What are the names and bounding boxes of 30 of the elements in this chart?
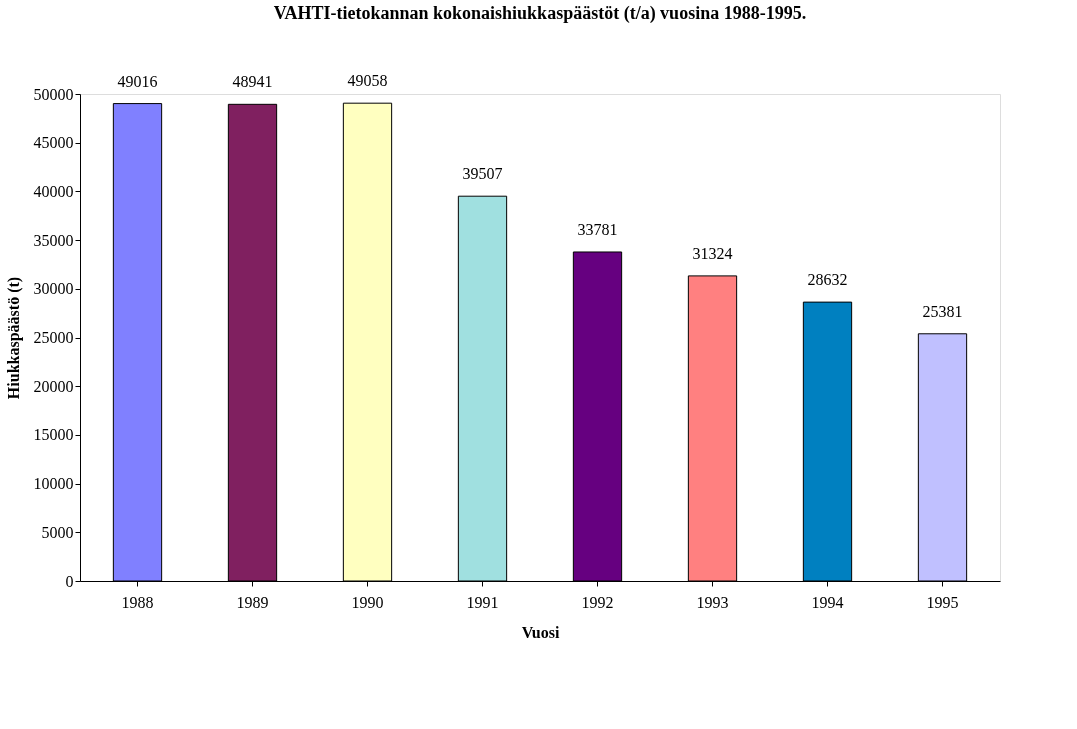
data-label: 33781 [577, 220, 618, 238]
data-label: 28632 [807, 271, 848, 289]
y-tick-label: 10000 [33, 475, 74, 493]
data-label: 31324 [692, 244, 733, 262]
y-tick-label: 0 [65, 572, 74, 590]
y-tick-label: 50000 [33, 85, 74, 103]
x-tick-label: 1991 [466, 593, 499, 611]
x-tick-label: 1988 [121, 593, 154, 611]
y-tick-label: 45000 [33, 134, 74, 152]
y-tick-label: 30000 [33, 280, 74, 298]
chart-title: VAHTI-tietokannan kokonaishiukkaspäästöt (t/a) vuosina 1988-1995. [273, 3, 807, 25]
data-label: 39507 [462, 165, 503, 183]
data-label: 49016 [117, 72, 158, 90]
y-tick-label: 20000 [33, 377, 74, 395]
x-tick-label: 1993 [696, 593, 729, 611]
x-tick-label: 1992 [581, 593, 614, 611]
y-tick-label: 40000 [33, 182, 74, 200]
y-tick-label: 5000 [41, 523, 74, 541]
data-label: 25381 [922, 302, 963, 320]
data-label: 48941 [232, 73, 273, 91]
y-tick-label: 15000 [33, 426, 74, 444]
x-tick-label: 1989 [236, 593, 269, 611]
y-tick-label: 35000 [33, 231, 74, 249]
data-label: 49058 [347, 72, 388, 90]
x-tick-label: 1995 [926, 593, 959, 611]
x-tick-label: 1990 [351, 593, 384, 611]
x-tick-label: 1994 [811, 593, 844, 611]
y-tick-label: 25000 [33, 329, 74, 346]
x-axis-title: Vuosi [521, 623, 560, 641]
y-axis-title: Hiukkaspäästö (t) [4, 276, 23, 400]
